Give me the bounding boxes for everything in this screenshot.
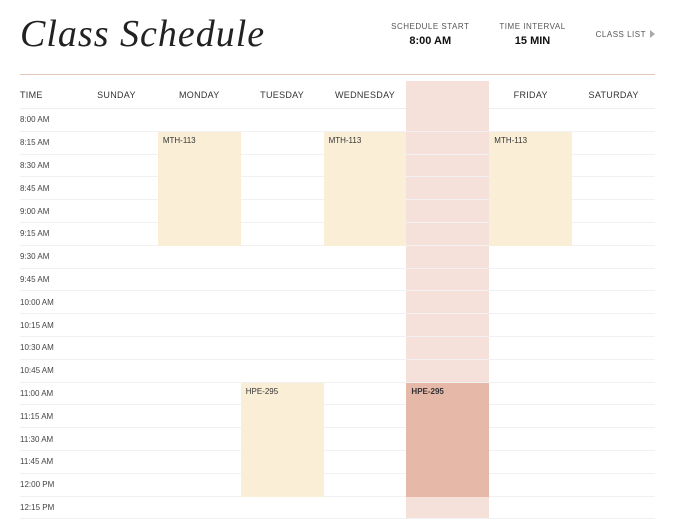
time-row: 12:00 PM (20, 474, 655, 497)
day-header-sunday: SUNDAY (75, 90, 158, 100)
time-label: 11:00 AM (20, 389, 75, 398)
time-label: 11:30 AM (20, 435, 75, 444)
time-label: 10:00 AM (20, 298, 75, 307)
time-row: 10:15 AM (20, 314, 655, 337)
time-row: 9:45 AM (20, 269, 655, 292)
event-block[interactable]: HPE-295 (406, 383, 489, 497)
time-label: 11:45 AM (20, 457, 75, 466)
schedule-start-value: 8:00 AM (391, 35, 469, 47)
time-label: 10:30 AM (20, 343, 75, 352)
class-list-label: CLASS LIST (596, 30, 646, 39)
schedule-grid: TIME SUNDAYMONDAYTUESDAYWEDNESDAYTHURSDA… (20, 81, 655, 519)
time-label: 9:30 AM (20, 252, 75, 261)
day-header-friday: FRIDAY (489, 90, 572, 100)
day-header-saturday: SATURDAY (572, 90, 655, 100)
time-label: 8:45 AM (20, 184, 75, 193)
time-label: 9:45 AM (20, 275, 75, 284)
schedule-start-block: SCHEDULE START 8:00 AM (391, 22, 469, 47)
schedule-start-label: SCHEDULE START (391, 22, 469, 31)
time-label: 12:00 PM (20, 480, 75, 489)
header: Class Schedule SCHEDULE START 8:00 AM TI… (0, 0, 675, 74)
event-block[interactable]: MTH-113 (324, 132, 407, 246)
time-row: 11:45 AM (20, 451, 655, 474)
time-interval-label: TIME INTERVAL (499, 22, 565, 31)
column-header-row: TIME SUNDAYMONDAYTUESDAYWEDNESDAYTHURSDA… (20, 81, 655, 109)
time-row: 12:15 PM (20, 497, 655, 520)
time-label: 8:30 AM (20, 161, 75, 170)
time-row: 10:30 AM (20, 337, 655, 360)
time-label: 10:45 AM (20, 366, 75, 375)
time-row: 11:00 AM (20, 383, 655, 406)
time-row: 10:45 AM (20, 360, 655, 383)
class-list-button[interactable]: CLASS LIST (596, 30, 655, 39)
page-title: Class Schedule (20, 12, 265, 56)
time-label: 10:15 AM (20, 321, 75, 330)
time-interval-block: TIME INTERVAL 15 MIN (499, 22, 565, 47)
time-row: 10:00 AM (20, 291, 655, 314)
day-header-monday: MONDAY (158, 90, 241, 100)
time-rows: 8:00 AM 8:15 AM 8:30 AM 8:45 AM 9:00 AM 9:15 … (20, 109, 655, 519)
time-label: 8:00 AM (20, 115, 75, 124)
event-block[interactable]: MTH-113 (489, 132, 572, 246)
time-label: 8:15 AM (20, 138, 75, 147)
header-divider (20, 74, 655, 75)
day-header-wednesday: WEDNESDAY (324, 90, 407, 100)
time-label: 11:15 AM (20, 412, 75, 421)
event-block[interactable]: HPE-295 (241, 383, 324, 497)
chevron-right-icon (650, 30, 655, 38)
time-row: 9:30 AM (20, 246, 655, 269)
day-header-tuesday: TUESDAY (241, 90, 324, 100)
time-label: 12:15 PM (20, 503, 75, 512)
time-row: 11:30 AM (20, 428, 655, 451)
time-label: 9:15 AM (20, 229, 75, 238)
time-row: 8:00 AM (20, 109, 655, 132)
time-label: 9:00 AM (20, 207, 75, 216)
time-row: 11:15 AM (20, 405, 655, 428)
time-interval-value: 15 MIN (499, 35, 565, 47)
time-column-header: TIME (20, 90, 75, 100)
event-block[interactable]: MTH-113 (158, 132, 241, 246)
